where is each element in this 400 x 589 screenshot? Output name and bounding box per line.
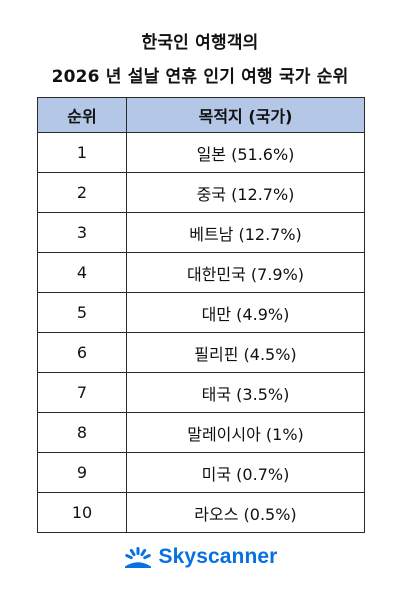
page-title-line-2: 2026 년 설날 연휴 인기 여행 국가 순위 [51, 67, 349, 87]
table-row: 7 태국 (3.5%) [37, 372, 365, 413]
destination-cell: 라오스 (0.5%) [126, 492, 365, 533]
table-row: 10 라오스 (0.5%) [37, 492, 365, 533]
table-row: 6 필리핀 (4.5%) [37, 332, 365, 373]
destination-cell: 대한민국 (7.9%) [126, 252, 365, 293]
destination-cell: 일본 (51.6%) [126, 132, 365, 173]
destination-cell: 베트남 (12.7%) [126, 212, 365, 253]
table-row: 2 중국 (12.7%) [37, 172, 365, 213]
table-row: 1 일본 (51.6%) [37, 132, 365, 173]
header-destination: 목적지 (국가) [126, 97, 365, 133]
destination-cell: 중국 (12.7%) [126, 172, 365, 213]
page-title-line-1: 한국인 여행객의 [141, 33, 259, 53]
table-header-row: 순위 목적지 (국가) [37, 97, 365, 133]
table-row: 9 미국 (0.7%) [37, 452, 365, 493]
destination-cell: 필리핀 (4.5%) [126, 332, 365, 373]
table-row: 4 대한민국 (7.9%) [37, 252, 365, 293]
skyscanner-sunrise-icon [123, 546, 153, 568]
brand-name: Skyscanner [158, 545, 278, 568]
ranking-table: 순위 목적지 (국가) 1 일본 (51.6%) 2 중국 (12.7%) 3 … [37, 97, 365, 533]
destination-cell: 태국 (3.5%) [126, 372, 365, 413]
rank-cell: 3 [37, 212, 127, 253]
destination-cell: 대만 (4.9%) [126, 292, 365, 333]
rank-cell: 10 [37, 492, 127, 533]
table-row: 8 말레이시아 (1%) [37, 412, 365, 453]
rank-cell: 6 [37, 332, 127, 373]
skyscanner-logo: Skyscanner [0, 545, 400, 569]
rank-cell: 2 [37, 172, 127, 213]
rank-cell: 8 [37, 412, 127, 453]
destination-cell: 미국 (0.7%) [126, 452, 365, 493]
rank-cell: 1 [37, 132, 127, 173]
header-rank: 순위 [37, 97, 127, 133]
rank-cell: 5 [37, 292, 127, 333]
table-row: 3 베트남 (12.7%) [37, 212, 365, 253]
rank-cell: 4 [37, 252, 127, 293]
rank-cell: 9 [37, 452, 127, 493]
rank-cell: 7 [37, 372, 127, 413]
destination-cell: 말레이시아 (1%) [126, 412, 365, 453]
table-row: 5 대만 (4.9%) [37, 292, 365, 333]
